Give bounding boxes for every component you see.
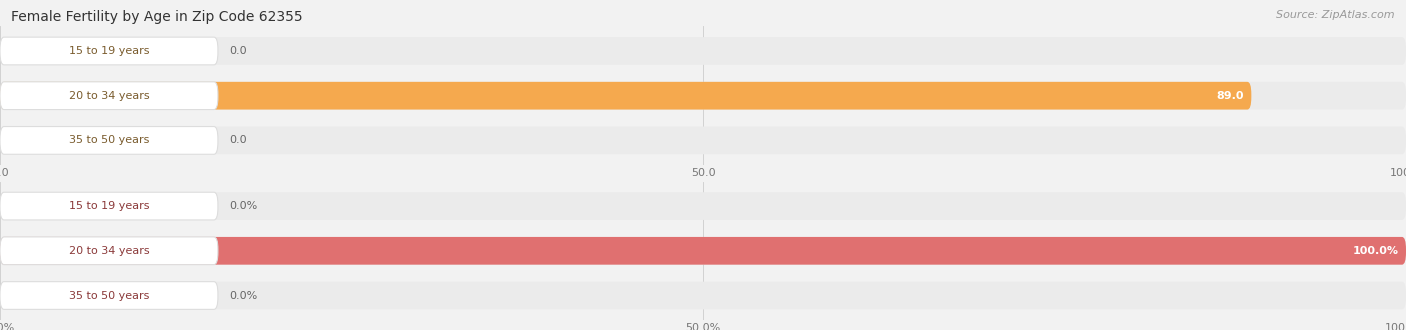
- FancyBboxPatch shape: [0, 37, 1406, 65]
- Text: 15 to 19 years: 15 to 19 years: [69, 201, 149, 211]
- FancyBboxPatch shape: [0, 237, 1406, 265]
- Text: 0.0%: 0.0%: [229, 201, 257, 211]
- Text: 0.0: 0.0: [229, 46, 247, 56]
- FancyBboxPatch shape: [0, 281, 1406, 309]
- FancyBboxPatch shape: [0, 237, 1406, 265]
- FancyBboxPatch shape: [0, 82, 1406, 110]
- FancyBboxPatch shape: [0, 192, 218, 220]
- Text: 15 to 19 years: 15 to 19 years: [69, 46, 149, 56]
- Text: Source: ZipAtlas.com: Source: ZipAtlas.com: [1277, 10, 1395, 20]
- Text: 100.0%: 100.0%: [1353, 246, 1399, 256]
- Text: 20 to 34 years: 20 to 34 years: [69, 91, 149, 101]
- Text: Female Fertility by Age in Zip Code 62355: Female Fertility by Age in Zip Code 6235…: [11, 10, 302, 24]
- FancyBboxPatch shape: [0, 126, 218, 154]
- FancyBboxPatch shape: [0, 237, 218, 265]
- FancyBboxPatch shape: [0, 126, 1406, 154]
- Text: 89.0: 89.0: [1216, 91, 1244, 101]
- FancyBboxPatch shape: [0, 37, 218, 65]
- Text: 35 to 50 years: 35 to 50 years: [69, 135, 149, 146]
- Text: 0.0: 0.0: [229, 135, 247, 146]
- Text: 35 to 50 years: 35 to 50 years: [69, 290, 149, 301]
- Text: 20 to 34 years: 20 to 34 years: [69, 246, 149, 256]
- FancyBboxPatch shape: [0, 82, 218, 110]
- FancyBboxPatch shape: [0, 82, 1251, 110]
- FancyBboxPatch shape: [0, 192, 1406, 220]
- FancyBboxPatch shape: [0, 281, 218, 309]
- Text: 0.0%: 0.0%: [229, 290, 257, 301]
